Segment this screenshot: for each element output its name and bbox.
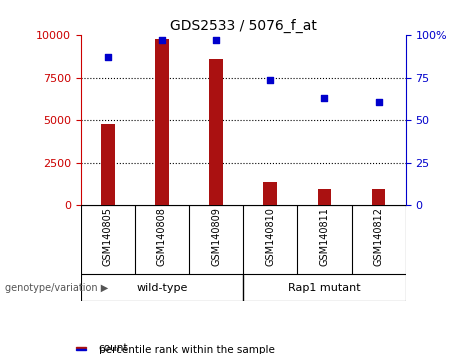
Text: GSM140811: GSM140811 [319,207,330,266]
Text: GSM140808: GSM140808 [157,207,167,266]
Text: GSM140809: GSM140809 [211,207,221,266]
Bar [264,182,277,205]
Point [321,96,328,101]
Text: wild-type: wild-type [136,282,188,293]
Bar [155,39,169,205]
Point [375,99,382,104]
Text: Rap1 mutant: Rap1 mutant [288,282,361,293]
Point [213,38,220,43]
Text: GSM140805: GSM140805 [103,207,113,267]
Bar [209,59,223,205]
Text: GSM140812: GSM140812 [373,207,384,267]
Bar [76,349,87,350]
Point [104,55,112,60]
Text: percentile rank within the sample: percentile rank within the sample [99,344,275,354]
Text: genotype/variation ▶: genotype/variation ▶ [5,282,108,293]
Point [266,77,274,82]
Title: GDS2533 / 5076_f_at: GDS2533 / 5076_f_at [170,19,317,33]
Point [158,38,165,43]
Bar [101,124,114,205]
Bar [318,189,331,205]
Bar [372,189,385,205]
Bar [76,347,87,348]
Text: count: count [99,343,128,353]
Text: GSM140810: GSM140810 [265,207,275,266]
